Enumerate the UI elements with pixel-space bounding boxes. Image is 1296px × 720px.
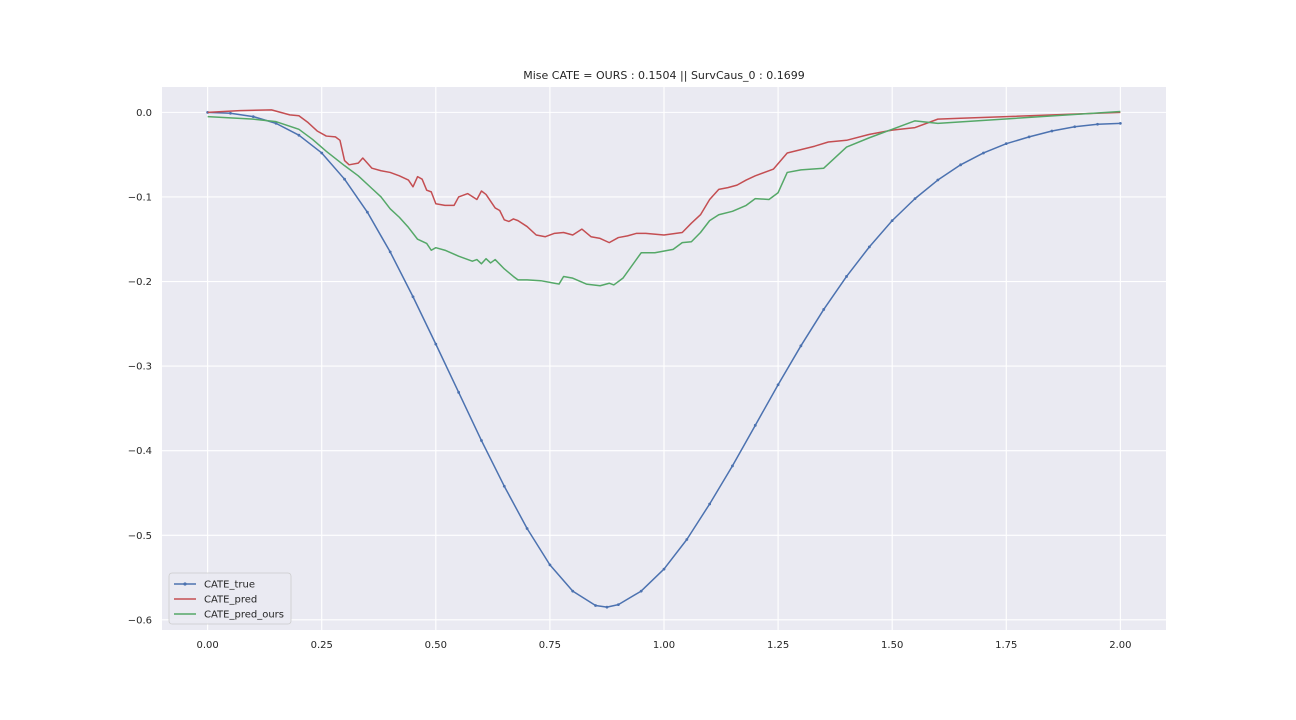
data-point	[662, 567, 666, 571]
legend-marker	[183, 582, 187, 586]
data-point	[776, 383, 780, 387]
y-tick-label: 0.0	[136, 108, 152, 119]
legend-box	[168, 572, 292, 625]
y-tick-label: −0.1	[128, 192, 152, 203]
data-point	[1118, 121, 1122, 125]
data-point	[1027, 135, 1031, 139]
data-point	[365, 210, 369, 214]
y-tick-label: −0.4	[128, 446, 152, 457]
x-tick-label: 0.25	[311, 640, 333, 651]
x-tick-label: 1.50	[881, 640, 903, 651]
data-point	[731, 464, 734, 468]
x-tick-label: 0.00	[197, 640, 219, 651]
x-tick-label: 2.00	[1109, 640, 1131, 651]
data-point	[639, 589, 643, 593]
data-point	[913, 197, 917, 201]
data-point	[388, 250, 392, 254]
data-point	[320, 151, 324, 155]
data-point	[1004, 142, 1008, 146]
chart-title: Mise CATE = OURS : 0.1504 || SurvCaus_0 …	[523, 69, 805, 82]
y-tick-label: −0.6	[128, 615, 152, 626]
data-point	[867, 245, 871, 249]
data-point	[297, 133, 301, 137]
x-tick-label: 0.75	[539, 640, 561, 651]
data-point	[525, 527, 529, 530]
x-tick-label: 1.25	[767, 640, 789, 651]
data-point	[1073, 125, 1077, 129]
legend-label: CATE_pred_ours	[204, 610, 284, 621]
x-axis: 0.00 0.25 0.50 0.75 1.00 1.25 1.50 1.75 2.00	[197, 640, 1132, 651]
data-point	[251, 115, 255, 119]
data-point	[822, 308, 826, 311]
data-point	[229, 111, 232, 115]
data-point	[708, 502, 712, 506]
data-point	[480, 439, 483, 442]
y-axis: 0.0 −0.1 −0.2 −0.3 −0.4 −0.5 −0.6	[128, 108, 152, 626]
data-point	[594, 604, 597, 607]
data-point	[982, 151, 985, 155]
data-point	[434, 342, 438, 346]
data-point	[1096, 122, 1099, 126]
data-point	[845, 275, 848, 278]
data-point	[343, 177, 346, 181]
data-point	[936, 178, 940, 182]
y-tick-label: −0.5	[128, 531, 152, 542]
x-tick-label: 0.50	[425, 640, 447, 651]
series-line-CATE_pred	[207, 109, 1121, 244]
data-point	[571, 589, 575, 593]
y-tick-label: −0.2	[128, 277, 152, 288]
series-line-CATE_true	[207, 111, 1121, 608]
data-point	[799, 344, 803, 348]
data-point	[753, 423, 757, 427]
data-point	[457, 390, 461, 394]
series-layer	[206, 109, 1122, 609]
data-point	[616, 603, 620, 607]
data-point	[1050, 129, 1054, 133]
data-point	[411, 295, 415, 299]
data-point	[685, 538, 689, 541]
data-point	[548, 563, 552, 567]
legend-label: CATE_true	[204, 580, 255, 591]
series-line-CATE_pred_ours	[207, 110, 1121, 287]
legend: CATE_true CATE_pred CATE_pred_ours	[168, 572, 292, 625]
y-tick-label: −0.3	[128, 362, 152, 373]
data-point	[605, 605, 609, 609]
data-point	[890, 219, 894, 223]
x-tick-label: 1.00	[653, 640, 675, 651]
data-point	[502, 484, 506, 488]
x-tick-label: 1.75	[995, 640, 1017, 651]
grid	[162, 87, 1166, 630]
data-point	[959, 163, 963, 167]
legend-label: CATE_pred	[204, 595, 257, 606]
